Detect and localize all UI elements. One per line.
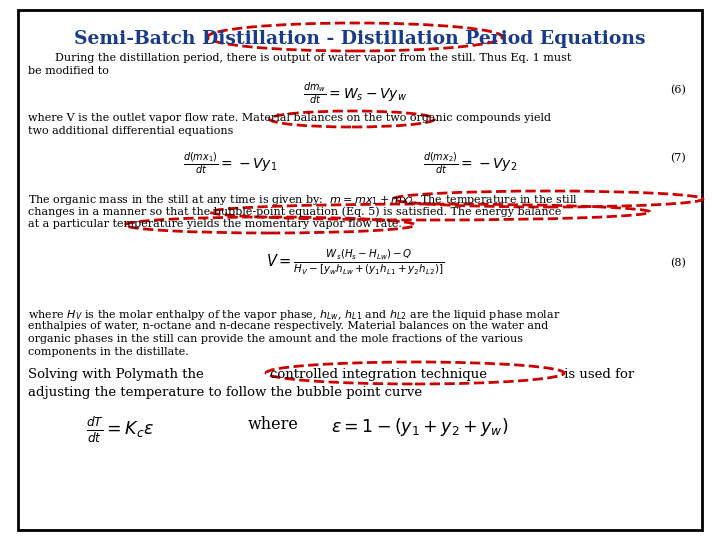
Text: organic phases in the still can provide the amount and the mole fractions of the: organic phases in the still can provide … xyxy=(28,334,523,344)
Text: $\varepsilon = 1 - (y_1 + y_2 + y_w)$: $\varepsilon = 1 - (y_1 + y_2 + y_w)$ xyxy=(331,416,509,438)
Text: (6): (6) xyxy=(670,85,686,96)
Text: (7): (7) xyxy=(670,153,685,163)
Text: $\frac{dm_w}{dt} = W_s - Vy_w$: $\frac{dm_w}{dt} = W_s - Vy_w$ xyxy=(303,81,407,107)
Text: Semi-Batch Distillation - Distillation Period Equations: Semi-Batch Distillation - Distillation P… xyxy=(74,30,646,48)
Text: two additional differential equations: two additional differential equations xyxy=(28,126,233,136)
Text: where: where xyxy=(248,416,299,433)
Text: where V is the outlet vapor flow rate. Material balances on the two organic comp: where V is the outlet vapor flow rate. M… xyxy=(28,113,551,123)
Text: $V = \frac{W_s(H_s - H_{Lw}) - Q}{H_V - [y_w h_{Lw} + (y_1 h_{L1} + y_2 h_{L2})]: $V = \frac{W_s(H_s - H_{Lw}) - Q}{H_V - … xyxy=(266,248,444,278)
Text: $\frac{dT}{dt} = K_c \varepsilon$: $\frac{dT}{dt} = K_c \varepsilon$ xyxy=(86,416,154,446)
Text: controlled integration technique: controlled integration technique xyxy=(270,368,487,381)
Text: enthalpies of water, n-octane and n-decane respectively. Material balances on th: enthalpies of water, n-octane and n-deca… xyxy=(28,321,548,331)
Text: at a particular temperature yields the momentary vapor flow rate.: at a particular temperature yields the m… xyxy=(28,219,402,229)
Text: $\frac{d(mx_2)}{dt} = -Vy_2$: $\frac{d(mx_2)}{dt} = -Vy_2$ xyxy=(423,151,517,177)
Text: changes in a manner so that the bubble-point equation (Eq. 5) is satisfied. The : changes in a manner so that the bubble-p… xyxy=(28,206,562,217)
Text: where $H_V$ is the molar enthalpy of the vapor phase, $h_{Lw}$, $h_{L1}$ and $h_: where $H_V$ is the molar enthalpy of the… xyxy=(28,308,560,322)
Text: Solving with Polymath the: Solving with Polymath the xyxy=(28,368,212,381)
Text: adjusting the temperature to follow the bubble point curve: adjusting the temperature to follow the … xyxy=(28,386,422,399)
Text: During the distillation period, there is output of water vapor from the still. T: During the distillation period, there is… xyxy=(55,53,572,63)
Text: (8): (8) xyxy=(670,258,686,268)
Text: components in the distillate.: components in the distillate. xyxy=(28,347,189,357)
Text: be modified to: be modified to xyxy=(28,66,109,76)
Text: The organic mass in the still at any time is given by:  $m = mx_1 + mx_2$. The t: The organic mass in the still at any tim… xyxy=(28,193,578,207)
Text: is used for: is used for xyxy=(560,368,634,381)
Text: $\frac{d(mx_1)}{dt} = -Vy_1$: $\frac{d(mx_1)}{dt} = -Vy_1$ xyxy=(183,151,277,177)
